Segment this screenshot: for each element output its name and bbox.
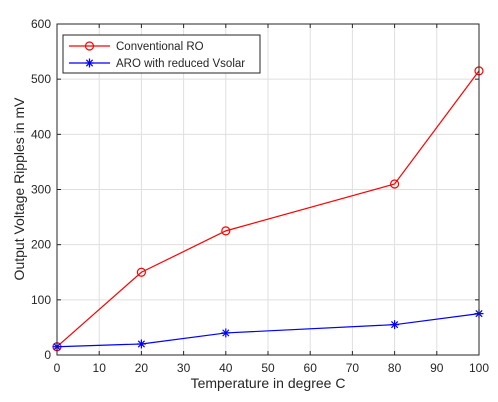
y-tick-label: 500	[31, 72, 51, 86]
x-tick-label: 30	[177, 361, 191, 375]
x-tick-label: 40	[219, 361, 233, 375]
data-point-circle	[390, 179, 400, 189]
x-axis-label: Temperature in degree C	[191, 375, 346, 391]
x-tick-label: 70	[346, 361, 360, 375]
asterisk-stroke	[390, 321, 399, 329]
data-point-circle	[221, 226, 231, 236]
x-tick-label: 90	[430, 361, 444, 375]
x-tick-label: 60	[304, 361, 318, 375]
x-tick-label: 0	[54, 361, 61, 375]
y-tick-label: 400	[31, 127, 51, 141]
data-point-asterisk	[390, 320, 400, 330]
data-point-circle	[136, 267, 146, 277]
data-point-circle	[84, 41, 95, 51]
data-point-asterisk	[136, 339, 146, 349]
y-tick-label: 600	[31, 17, 51, 31]
y-axis-label: Output Voltage Ripples in mV	[11, 97, 27, 281]
legend-entry: ARO with reduced Vsolar	[69, 58, 245, 70]
legend-entry: Conventional RO	[69, 41, 204, 53]
x-tick-label: 10	[93, 361, 107, 375]
asterisk-stroke	[222, 329, 230, 337]
asterisk-stroke	[137, 340, 146, 348]
data-point-asterisk	[85, 58, 94, 68]
axis-ticks: 0 10 20 30 40 50 60 70 80 90 100 0 100 200 300 400 500 60…	[31, 17, 489, 375]
legend-box	[62, 34, 261, 74]
legend-label: ARO with reduced Vsolar	[116, 58, 245, 70]
y-tick-label: 0	[44, 348, 51, 362]
series-layer	[52, 66, 484, 352]
y-tick-label: 100	[31, 293, 51, 307]
legend: Conventional RO ARO with reduced Vsolar	[62, 34, 261, 74]
legend-label: Conventional RO	[116, 41, 204, 53]
series-line	[56, 70, 480, 348]
x-tick-label: 50	[261, 361, 275, 375]
x-tick-label: 100	[469, 361, 489, 375]
y-tick-label: 300	[31, 183, 51, 197]
x-tick-label: 20	[135, 361, 149, 375]
data-point-asterisk	[221, 328, 231, 338]
y-tick-label: 200	[31, 238, 51, 252]
x-tick-label: 80	[388, 361, 402, 375]
asterisk-stroke	[85, 59, 94, 67]
